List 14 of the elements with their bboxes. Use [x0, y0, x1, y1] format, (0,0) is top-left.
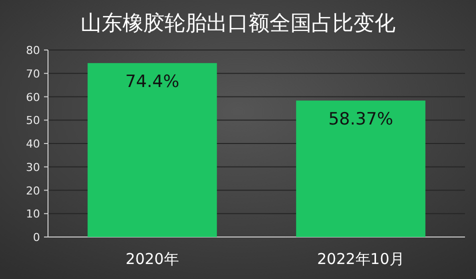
data-label: 74.4%: [125, 72, 180, 92]
y-tick-label: 40: [26, 138, 40, 150]
x-tick-label: 2022年10月: [317, 250, 404, 268]
y-tick-label: 10: [26, 208, 40, 221]
y-tick-label: 20: [26, 184, 40, 198]
y-tick-label: 70: [26, 67, 40, 80]
y-tick-label: 80: [26, 44, 40, 57]
chart-title: 山东橡胶轮胎出口额全国占比变化: [80, 11, 396, 35]
y-tick-label: 30: [26, 160, 40, 174]
data-label: 58.37%: [328, 110, 394, 130]
y-tick-label: 60: [26, 90, 40, 104]
y-tick-label: 50: [26, 114, 40, 128]
x-tick-label: 2020年: [126, 250, 179, 268]
y-tick-label: 0: [33, 231, 40, 244]
